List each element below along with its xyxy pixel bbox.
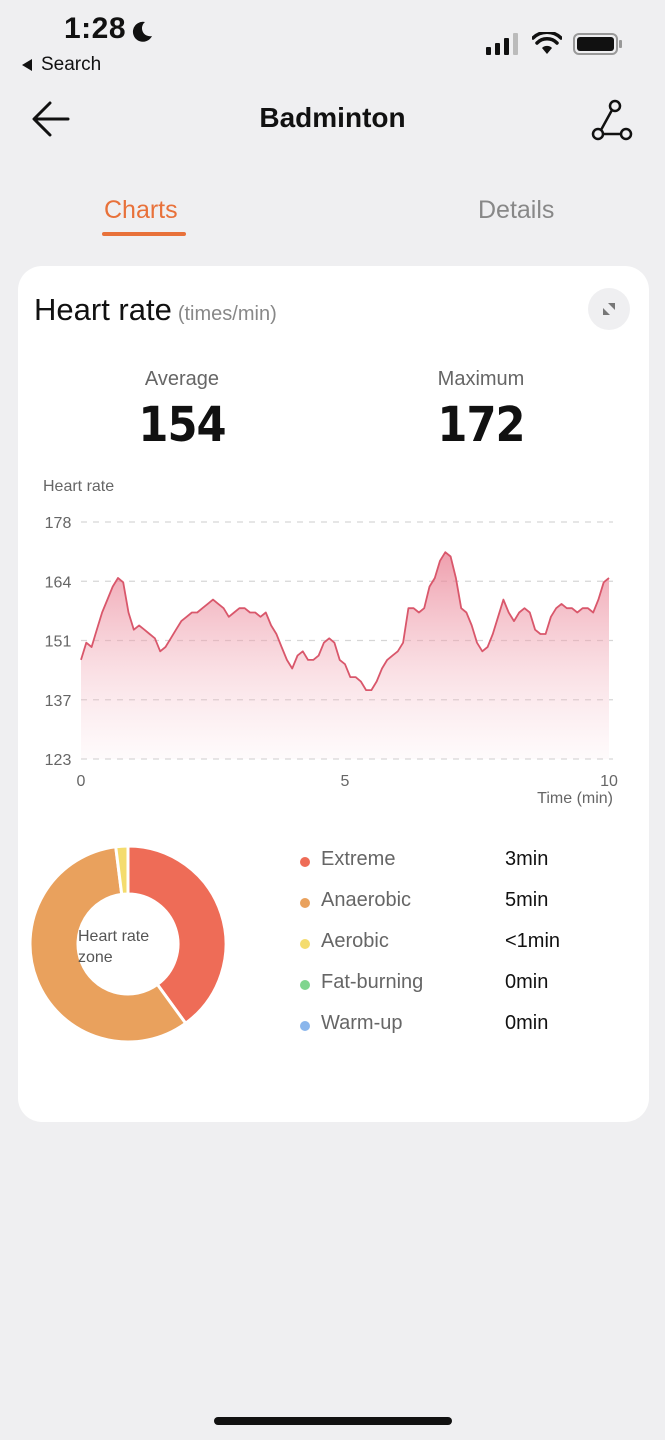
page-title: Badminton: [259, 102, 406, 133]
donut-center-label: Heart rate zone: [78, 928, 150, 966]
heart-rate-card: Heart rate (times/min) Average 154 Maximu…: [18, 266, 649, 1122]
expand-chart-button[interactable]: [588, 288, 630, 330]
wifi-icon: [532, 32, 562, 54]
average-value: 154: [138, 397, 226, 453]
y-tick-label: 164: [45, 574, 72, 591]
legend-name: Extreme: [321, 848, 396, 870]
legend-item-fat-burning: Fat-burning 0min: [300, 971, 620, 1012]
legend-name: Fat-burning: [321, 971, 424, 993]
legend-value: <1min: [505, 930, 561, 952]
status-time: 1:28: [64, 12, 127, 45]
average-stat: Average 154: [82, 368, 282, 453]
legend-dot-extreme: [300, 857, 310, 867]
legend-dot-aerobic: [300, 939, 310, 949]
card-title-text: Heart rate: [34, 292, 172, 327]
y-tick-label: 151: [45, 634, 72, 651]
average-label: Average: [144, 368, 220, 390]
back-arrow-icon[interactable]: [30, 98, 72, 140]
maximum-label: Maximum: [437, 368, 525, 390]
tab-details[interactable]: Details: [478, 196, 555, 224]
maximum-stat: Maximum 172: [381, 368, 581, 453]
legend-name: Aerobic: [321, 930, 389, 952]
heart-rate-area: [81, 552, 609, 759]
y-tick-label: 137: [45, 693, 72, 710]
legend-dot-fat-burning: [300, 980, 310, 990]
x-axis-label: Time (min): [537, 790, 613, 807]
y-axis-label: Heart rate: [43, 478, 114, 495]
moon-icon: [132, 21, 152, 42]
legend-dot-anaerobic: [300, 898, 310, 908]
y-tick-label: 178: [45, 515, 72, 532]
heart-rate-zone-donut: [28, 844, 228, 1044]
home-indicator: [214, 1417, 452, 1425]
x-tick-label: 0: [77, 773, 86, 790]
legend-name: Warm-up: [321, 1012, 403, 1034]
legend-item-aerobic: Aerobic <1min: [300, 930, 620, 971]
donut-inner-ring: [77, 893, 179, 995]
legend-value: 0min: [505, 1012, 549, 1034]
back-search-label: Search: [41, 54, 102, 75]
x-tick-label: 5: [341, 773, 350, 790]
battery-icon: [573, 33, 622, 55]
zone-legend: Extreme 3min Anaerobic 5min Aerobic <1mi…: [300, 848, 620, 1053]
active-tab-indicator: [102, 232, 186, 236]
legend-item-warm-up: Warm-up 0min: [300, 1012, 620, 1053]
top-navigation-bar: Badminton: [0, 90, 665, 150]
back-triangle-icon: [22, 59, 32, 71]
back-to-search-link[interactable]: Search: [22, 54, 101, 76]
legend-value: 0min: [505, 971, 549, 993]
legend-name: Anaerobic: [321, 889, 412, 911]
maximum-value: 172: [437, 397, 525, 453]
y-tick-label: 123: [45, 752, 72, 769]
x-tick-label: 10: [600, 773, 618, 790]
legend-value: 5min: [505, 889, 549, 911]
cellular-signal-icon: [486, 33, 518, 55]
legend-item-extreme: Extreme 3min: [300, 848, 620, 889]
heart-rate-chart: Heart rate 178 164 151 137 123 0 5 10 Time (mi…: [43, 478, 618, 807]
heart-rate-line: [80, 551, 610, 691]
tab-bar: Charts Details: [0, 190, 665, 250]
tab-charts[interactable]: Charts: [104, 196, 178, 224]
legend-item-anaerobic: Anaerobic 5min: [300, 889, 620, 930]
card-title: Heart rate (times/min): [34, 292, 277, 328]
legend-dot-warm-up: [300, 1021, 310, 1031]
card-title-unit: (times/min): [177, 303, 277, 325]
expand-icon: [603, 303, 615, 315]
status-bar: 1:28 Search: [0, 0, 665, 84]
route-share-icon[interactable]: [590, 98, 634, 142]
legend-value: 3min: [505, 848, 549, 870]
